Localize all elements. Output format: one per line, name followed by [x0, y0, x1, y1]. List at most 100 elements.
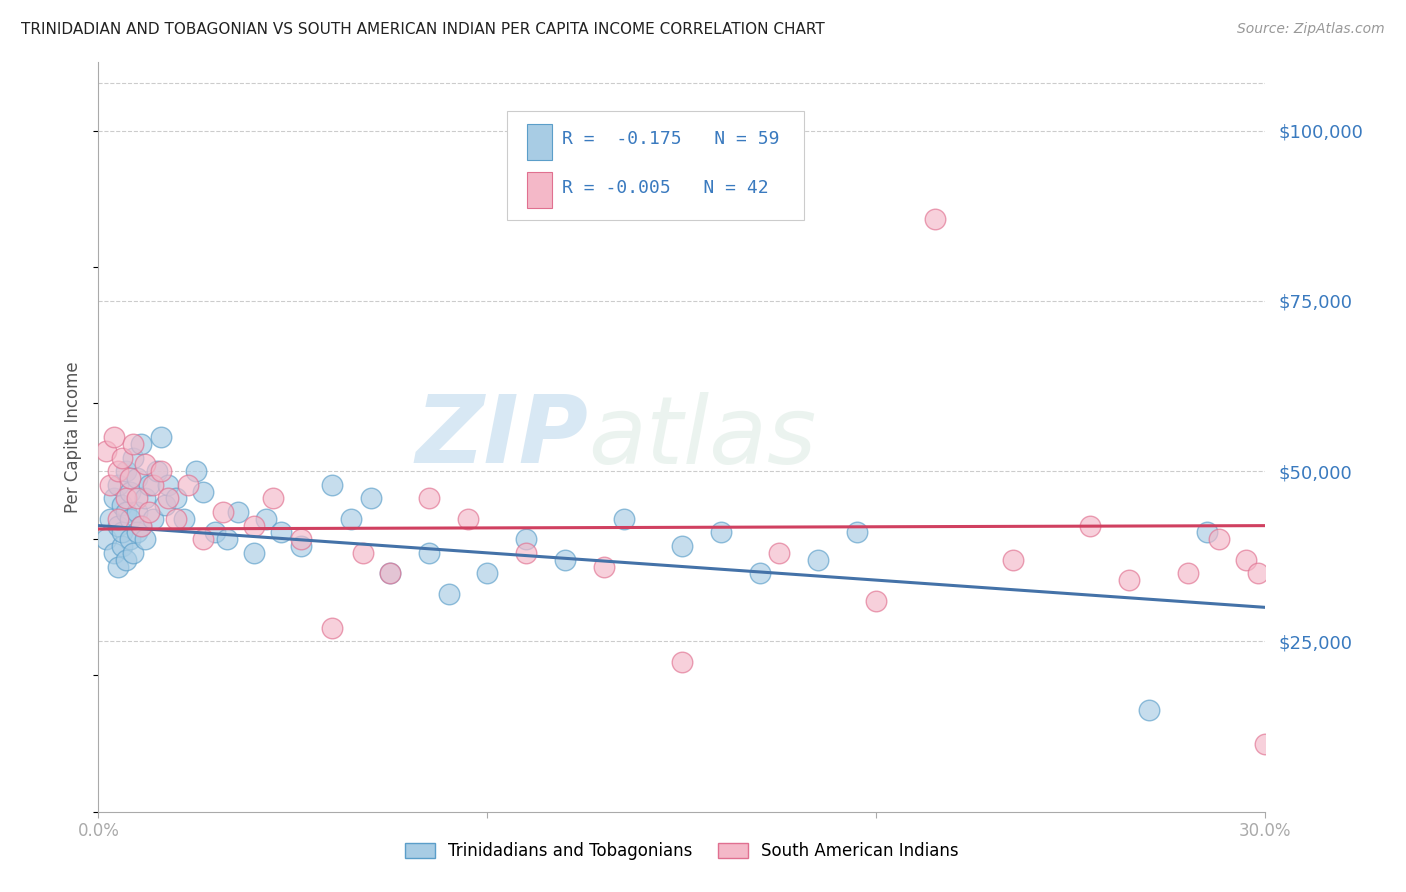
- Point: [103, 491, 125, 506]
- Point: [1080, 518, 1102, 533]
- Point: [352, 546, 374, 560]
- Point: [924, 212, 946, 227]
- Point: [418, 546, 440, 560]
- Point: [118, 484, 141, 499]
- Point: [360, 491, 382, 506]
- Point: [807, 552, 830, 566]
- Point: [193, 484, 215, 499]
- Point: [129, 518, 152, 533]
- Point: [515, 546, 537, 560]
- Point: [111, 498, 134, 512]
- Point: [165, 512, 187, 526]
- Text: ZIP: ZIP: [416, 391, 589, 483]
- Point: [129, 437, 152, 451]
- Point: [177, 477, 200, 491]
- Point: [290, 539, 312, 553]
- Point: [134, 533, 156, 547]
- Point: [96, 533, 118, 547]
- Point: [457, 512, 479, 526]
- Point: [111, 539, 134, 553]
- Point: [129, 518, 152, 533]
- Point: [127, 525, 149, 540]
- Point: [118, 471, 141, 485]
- Point: [111, 525, 134, 540]
- Text: R = -0.005   N = 42: R = -0.005 N = 42: [562, 178, 768, 197]
- Point: [865, 593, 887, 607]
- Point: [671, 655, 693, 669]
- Text: TRINIDADIAN AND TOBAGONIAN VS SOUTH AMERICAN INDIAN PER CAPITA INCOME CORRELATIO: TRINIDADIAN AND TOBAGONIAN VS SOUTH AMER…: [21, 22, 825, 37]
- Point: [118, 512, 141, 526]
- Point: [142, 512, 165, 526]
- Point: [149, 430, 172, 444]
- Text: Source: ZipAtlas.com: Source: ZipAtlas.com: [1237, 22, 1385, 37]
- Point: [243, 546, 266, 560]
- Point: [593, 559, 616, 574]
- Point: [768, 546, 790, 560]
- Point: [184, 464, 207, 478]
- Point: [127, 505, 149, 519]
- Point: [173, 512, 195, 526]
- Point: [321, 621, 343, 635]
- Point: [103, 546, 125, 560]
- Point: [254, 512, 277, 526]
- Point: [134, 458, 156, 472]
- Point: [1254, 737, 1277, 751]
- Point: [710, 525, 733, 540]
- Point: [1234, 552, 1257, 566]
- Point: [157, 477, 180, 491]
- Point: [437, 587, 460, 601]
- Point: [1118, 573, 1140, 587]
- Point: [98, 512, 121, 526]
- Point: [1177, 566, 1199, 581]
- Point: [114, 464, 136, 478]
- Point: [748, 566, 770, 581]
- Point: [134, 491, 156, 506]
- Point: [96, 443, 118, 458]
- Point: [380, 566, 402, 581]
- Point: [321, 477, 343, 491]
- Point: [107, 559, 129, 574]
- Point: [554, 552, 576, 566]
- Point: [107, 477, 129, 491]
- Point: [103, 430, 125, 444]
- Point: [107, 464, 129, 478]
- Point: [1195, 525, 1218, 540]
- Point: [1246, 566, 1268, 581]
- Point: [146, 464, 169, 478]
- FancyBboxPatch shape: [508, 112, 804, 219]
- Point: [122, 546, 145, 560]
- Point: [262, 491, 284, 506]
- Point: [477, 566, 499, 581]
- Point: [515, 533, 537, 547]
- Point: [204, 525, 226, 540]
- Point: [114, 552, 136, 566]
- Point: [142, 477, 165, 491]
- Point: [122, 450, 145, 465]
- Point: [290, 533, 312, 547]
- Point: [212, 505, 235, 519]
- Point: [613, 512, 636, 526]
- Point: [418, 491, 440, 506]
- Point: [165, 491, 187, 506]
- Point: [270, 525, 292, 540]
- Point: [671, 539, 693, 553]
- Text: atlas: atlas: [589, 392, 817, 483]
- Point: [127, 491, 149, 506]
- Text: R =  -0.175   N = 59: R = -0.175 N = 59: [562, 130, 779, 148]
- Point: [157, 491, 180, 506]
- Point: [138, 477, 160, 491]
- Point: [1137, 702, 1160, 716]
- Point: [1208, 533, 1230, 547]
- Point: [107, 518, 129, 533]
- FancyBboxPatch shape: [527, 172, 553, 208]
- Point: [111, 450, 134, 465]
- Y-axis label: Per Capita Income: Per Capita Income: [65, 361, 83, 513]
- Point: [215, 533, 238, 547]
- Point: [114, 491, 136, 506]
- Point: [340, 512, 363, 526]
- Point: [243, 518, 266, 533]
- FancyBboxPatch shape: [527, 125, 553, 161]
- Point: [107, 512, 129, 526]
- Point: [118, 533, 141, 547]
- Point: [149, 464, 172, 478]
